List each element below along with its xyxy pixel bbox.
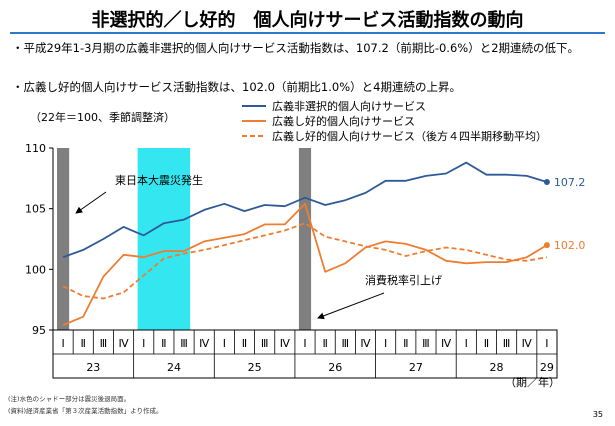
quarter-label-0: Ⅰ: [61, 337, 64, 350]
quarter-label-12: Ⅰ: [303, 337, 306, 350]
series-end-point-0: [543, 178, 550, 185]
y-tick-label-100: 100: [25, 263, 46, 276]
series-end-label-0: 107.2: [554, 176, 586, 189]
year-label-24: 24: [167, 361, 181, 374]
quarter-label-6: Ⅲ: [180, 337, 188, 350]
annotation-tax-hike-arrow: [317, 292, 385, 320]
y-tick-label-95: 95: [32, 324, 46, 337]
quarter-label-7: Ⅳ: [199, 337, 210, 350]
footnote-shadow: (注)水色のシャドー部分は震災後退局面。: [8, 395, 131, 403]
y-tick-label-105: 105: [25, 203, 46, 216]
annotation-tax-hike: 消費税率引上げ: [365, 273, 442, 287]
series-line-2: [62, 222, 548, 300]
legend-label-1: 広義し好的個人向けサービス: [272, 114, 415, 128]
series-line-0: [62, 161, 548, 259]
shade-gray-0: [57, 148, 70, 330]
quarter-label-9: Ⅱ: [242, 337, 247, 350]
quarter-label-4: Ⅰ: [142, 337, 145, 350]
series-end-label-1: 102.0: [554, 239, 586, 252]
quarter-label-21: Ⅱ: [484, 337, 489, 350]
shade-cyan-1: [137, 148, 191, 330]
quarter-label-14: Ⅲ: [342, 337, 350, 350]
year-label-27: 27: [409, 361, 423, 374]
year-label-28: 28: [490, 361, 504, 374]
quarter-label-8: Ⅰ: [223, 337, 226, 350]
title-underline: [10, 32, 605, 34]
legend-label-2: 広義し好的個人向けサービス（後方４四半期移動平均）: [272, 129, 547, 143]
page-title: 非選択的／し好的 個人向けサービス活動指数の動向: [91, 10, 524, 31]
annotation-earthquake-arrow: [75, 191, 107, 214]
legend-label-0: 広義非選択的個人向けサービス: [272, 99, 426, 113]
annotation-earthquake: 東日本大震災発生: [115, 173, 203, 187]
quarter-label-24: Ⅰ: [545, 337, 548, 350]
quarter-label-5: Ⅱ: [161, 337, 166, 350]
series-end-point-1: [543, 242, 550, 249]
base-year-note: （22年＝100、季節調整済）: [30, 111, 175, 124]
quarter-label-19: Ⅳ: [441, 337, 452, 350]
quarter-label-17: Ⅱ: [403, 337, 408, 350]
shade-gray-2: [298, 148, 312, 330]
quarter-label-3: Ⅳ: [118, 337, 129, 350]
y-tick-label-110: 110: [25, 142, 46, 155]
year-label-29: 29: [540, 361, 554, 374]
bullet-discretionary: ・広義し好的個人向けサービス活動指数は、102.0（前期比1.0%）と4期連続の…: [12, 80, 461, 94]
quarter-label-18: Ⅲ: [422, 337, 430, 350]
quarter-label-15: Ⅳ: [360, 337, 371, 350]
year-label-25: 25: [248, 361, 262, 374]
year-label-23: 23: [86, 361, 100, 374]
footnote-source: (資料)経済産業省「第３次産業活動指数」より作成。: [8, 407, 163, 415]
quarter-label-2: Ⅲ: [100, 337, 108, 350]
quarter-label-1: Ⅱ: [81, 337, 86, 350]
quarter-label-10: Ⅲ: [261, 337, 269, 350]
page-number: 35: [592, 410, 603, 419]
bullet-non-selective: ・平成29年1-3月期の広義非選択的個人向けサービス活動指数は、107.2（前期…: [12, 41, 580, 55]
x-unit-label: （期／年）: [505, 375, 560, 389]
quarter-label-20: Ⅰ: [465, 337, 468, 350]
quarter-label-23: Ⅳ: [522, 337, 533, 350]
quarter-label-11: Ⅳ: [280, 337, 291, 350]
quarter-label-22: Ⅲ: [503, 337, 511, 350]
quarter-label-13: Ⅱ: [322, 337, 327, 350]
series-line-1: [62, 202, 548, 326]
year-label-26: 26: [328, 361, 342, 374]
quarter-label-16: Ⅰ: [384, 337, 387, 350]
